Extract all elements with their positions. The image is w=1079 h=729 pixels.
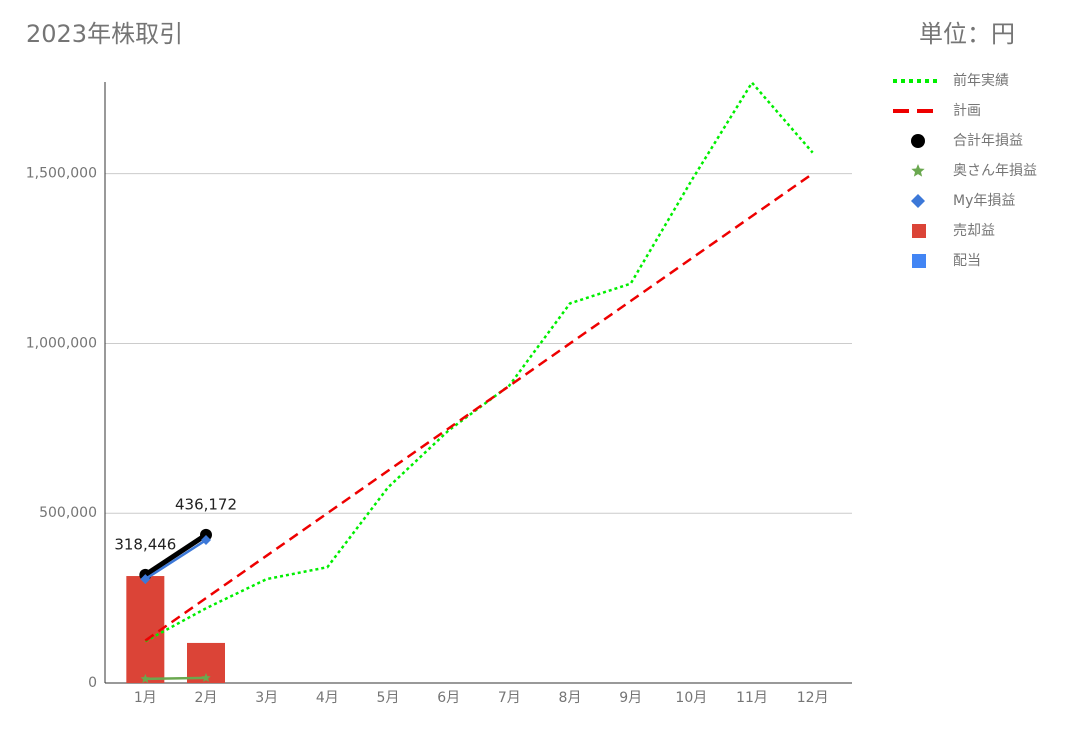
unit-label: 単位：円 bbox=[919, 20, 1015, 48]
legend-item: My年損益 bbox=[911, 193, 1015, 209]
x-tick-label: 2月 bbox=[195, 690, 218, 706]
data-label: 436,172 bbox=[175, 495, 237, 513]
legend-item: 前年実績 bbox=[893, 72, 1009, 89]
data-label: 318,446 bbox=[114, 535, 176, 553]
x-tick-label: 6月 bbox=[437, 690, 460, 706]
legend-item: 計画 bbox=[893, 103, 981, 119]
legend-label: 奥さん年損益 bbox=[953, 162, 1037, 179]
legend-swatch bbox=[911, 194, 925, 208]
x-tick-label: 10月 bbox=[675, 690, 707, 706]
y-tick-label: 1,500,000 bbox=[26, 166, 97, 182]
y-tick-label: 1,000,000 bbox=[26, 335, 97, 351]
x-tick-label: 12月 bbox=[797, 690, 829, 706]
point bbox=[140, 574, 151, 585]
legend-swatch bbox=[912, 254, 926, 268]
x-tick-label: 5月 bbox=[377, 690, 400, 706]
line bbox=[144, 538, 207, 581]
line bbox=[143, 532, 208, 577]
y-tick-label: 0 bbox=[88, 675, 97, 691]
legend-swatch bbox=[911, 164, 925, 177]
legend-item: 合計年損益 bbox=[911, 133, 1023, 149]
x-tick-label: 3月 bbox=[255, 690, 278, 706]
point bbox=[140, 673, 151, 683]
legend-label: 合計年損益 bbox=[953, 133, 1023, 149]
x-tick-label: 11月 bbox=[736, 690, 768, 706]
x-tick-label: 8月 bbox=[559, 690, 582, 706]
point bbox=[201, 672, 211, 682]
legend-item: 奥さん年損益 bbox=[911, 162, 1037, 179]
legend-swatch bbox=[911, 134, 925, 148]
y-tick-label: 500,000 bbox=[39, 505, 97, 521]
bar bbox=[126, 576, 165, 683]
point bbox=[201, 535, 211, 546]
x-tick-label: 4月 bbox=[316, 690, 339, 706]
legend-label: My年損益 bbox=[953, 193, 1015, 209]
line bbox=[144, 80, 814, 643]
legend-item: 売却益 bbox=[912, 223, 995, 239]
chart-title: 2023年株取引 bbox=[26, 20, 183, 48]
legend-label: 前年実績 bbox=[953, 72, 1009, 89]
legend-label: 計画 bbox=[953, 103, 981, 119]
legend-label: 配当 bbox=[953, 253, 981, 269]
x-tick-label: 9月 bbox=[619, 690, 642, 706]
line bbox=[144, 172, 814, 642]
x-tick-label: 1月 bbox=[134, 690, 157, 706]
x-tick-label: 7月 bbox=[498, 690, 521, 706]
legend-swatch bbox=[912, 224, 926, 238]
line bbox=[145, 676, 207, 681]
legend-label: 売却益 bbox=[953, 223, 995, 239]
point bbox=[200, 528, 212, 541]
legend-item: 配当 bbox=[912, 253, 981, 269]
